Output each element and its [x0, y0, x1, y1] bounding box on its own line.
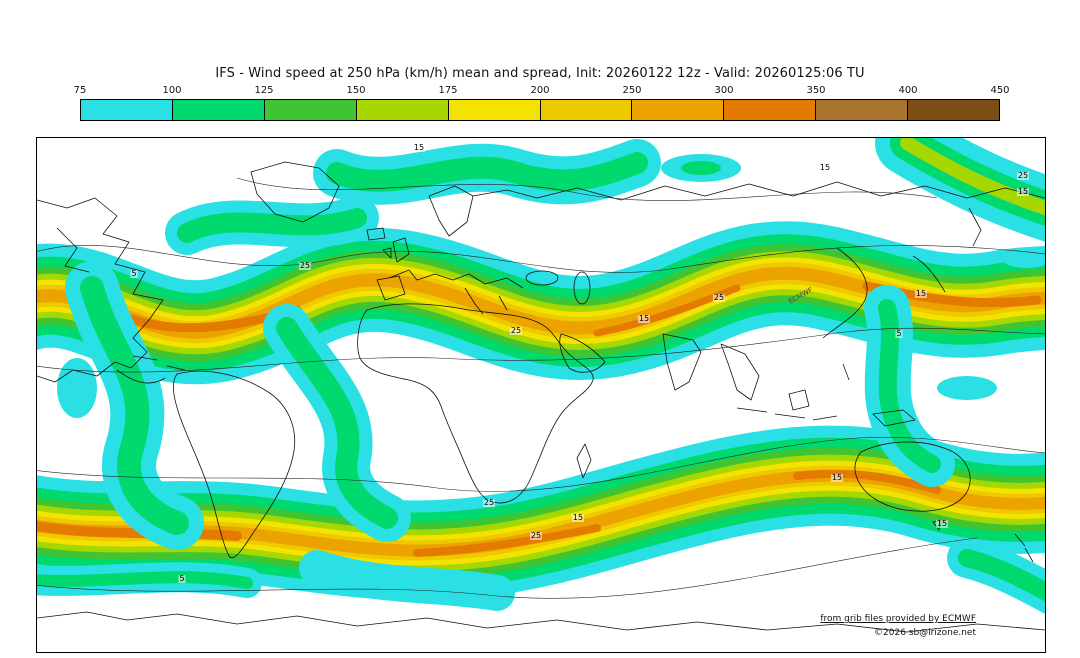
- contour-label: 25: [509, 326, 523, 335]
- colorbar-ticks: 75 100 125 150 175 200 250 300 350 400 450: [74, 85, 1010, 98]
- contour-label: 15: [830, 473, 844, 482]
- contour-label: 25: [482, 498, 496, 507]
- contour-label: 15: [412, 143, 426, 152]
- contour-label: 5: [895, 329, 903, 338]
- contour-label: 25: [298, 261, 312, 270]
- colorbar-legend: 75 100 125 150 175 200 250 300 350 400 450: [74, 85, 1010, 121]
- attribution: from grib files provided by ECMWF ©2026 …: [820, 613, 976, 640]
- contour-label: 15: [935, 519, 949, 528]
- colorbar-segment: [632, 100, 725, 120]
- attribution-source-link[interactable]: from grib files provided by ECMWF: [820, 614, 976, 624]
- attribution-copyright: ©2026 sb@irizone.net: [874, 627, 976, 638]
- contour-label: 5: [130, 269, 138, 278]
- colorbar-tick: 450: [990, 85, 1010, 96]
- contour-label: 15: [818, 163, 832, 172]
- wind-field-map-svg: [37, 138, 1045, 633]
- colorbar-tick: 75: [73, 85, 87, 96]
- colorbar-segment: [264, 100, 357, 120]
- colorbar-tick: 350: [806, 85, 826, 96]
- colorbar-segment: [724, 100, 817, 120]
- colorbar: [80, 99, 1000, 121]
- colorbar-tick: 100: [162, 85, 182, 96]
- world-map: 15 25 15 15 5 25 25 25 15 15 5 25 25 15 15 15 5 ECMWF fr…: [36, 137, 1046, 653]
- spread-contour-lines: [37, 177, 1045, 599]
- colorbar-segment: [908, 100, 1000, 120]
- contour-label: 25: [1016, 171, 1030, 180]
- contour-label: 15: [914, 289, 928, 298]
- colorbar-segment: [172, 100, 265, 120]
- chart-title: IFS - Wind speed at 250 hPa (km/h) mean …: [215, 66, 865, 81]
- contour-label: 15: [571, 513, 585, 522]
- colorbar-segment: [540, 100, 633, 120]
- colorbar-tick: 175: [438, 85, 458, 96]
- contour-label: 15: [1016, 187, 1030, 196]
- colorbar-tick: 125: [254, 85, 274, 96]
- colorbar-tick: 250: [622, 85, 642, 96]
- colorbar-segment: [448, 100, 541, 120]
- coastlines: [37, 161, 1045, 633]
- wind-speed-field: [37, 138, 1045, 614]
- colorbar-segment: [356, 100, 449, 120]
- colorbar-tick: 150: [346, 85, 366, 96]
- contour-label: 25: [529, 531, 543, 540]
- colorbar-tick: 400: [898, 85, 918, 96]
- colorbar-tick: 200: [530, 85, 550, 96]
- contour-label: 5: [178, 574, 186, 583]
- colorbar-segment: [81, 100, 173, 120]
- contour-label: 25: [712, 293, 726, 302]
- colorbar-tick: 300: [714, 85, 734, 96]
- colorbar-segment: [816, 100, 909, 120]
- contour-label: 15: [637, 314, 651, 323]
